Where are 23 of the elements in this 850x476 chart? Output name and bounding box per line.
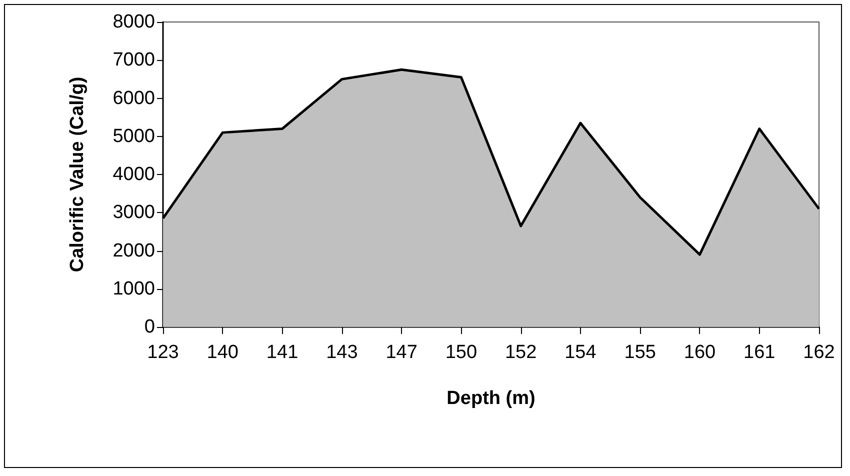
x-tick-label: 141 [266, 342, 298, 363]
y-tick-label: 3000 [112, 202, 155, 224]
x-tick-label: 154 [564, 342, 597, 363]
y-axis-title: Calorific Value (Cal/g) [67, 76, 88, 272]
x-tick-label: 140 [206, 342, 238, 363]
x-tick-label: 143 [326, 342, 358, 363]
x-axis-title: Depth (m) [446, 388, 536, 409]
y-tick-label: 8000 [112, 12, 155, 32]
x-tick-label: 123 [147, 342, 179, 363]
x-tick-label: 160 [684, 342, 716, 363]
y-tick-label: 5000 [112, 126, 155, 147]
x-tick-label: 155 [624, 342, 656, 363]
y-tick-label: 0 [144, 316, 155, 338]
y-tick-label: 6000 [112, 88, 155, 109]
x-tick-label: 147 [386, 342, 418, 363]
y-tick-label: 2000 [112, 240, 155, 262]
x-tick-label: 162 [803, 342, 835, 363]
x-tick-label: 150 [445, 342, 478, 363]
x-tick-label: 161 [744, 342, 776, 363]
y-tick-label: 1000 [112, 278, 155, 300]
y-tick-label: 4000 [112, 164, 155, 185]
x-tick-label: 152 [504, 342, 537, 363]
y-tick-label: 7000 [112, 50, 155, 71]
